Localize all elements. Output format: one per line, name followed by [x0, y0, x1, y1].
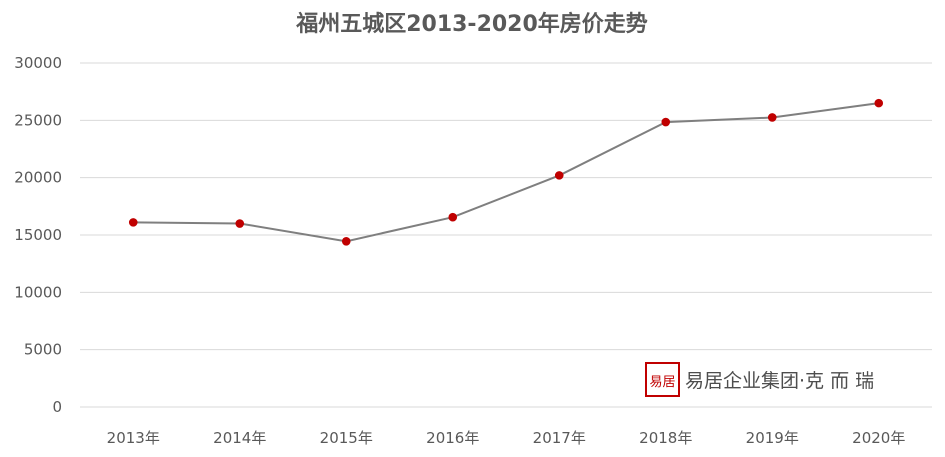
data-point — [235, 219, 245, 228]
watermark-text: 易居企业集团·克 而 瑞 — [685, 370, 874, 392]
chart-title: 福州五城区2013-2020年房价走势 — [295, 11, 648, 37]
y-tick-label: 25000 — [14, 111, 62, 129]
watermark: 易居 易居企业集团·克 而 瑞 — [645, 362, 874, 397]
y-tick-label: 15000 — [14, 226, 62, 244]
y-tick-label: 30000 — [14, 54, 62, 72]
data-point — [554, 171, 564, 180]
y-tick-label: 5000 — [24, 341, 62, 359]
x-tick-label: 2016年 — [426, 429, 479, 447]
series-line — [133, 102, 879, 243]
x-tick-label: 2014年 — [213, 429, 266, 447]
svg-text:易居: 易居 — [649, 375, 675, 390]
data-point — [767, 113, 777, 122]
x-tick-label: 2018年 — [639, 429, 692, 447]
data-point — [341, 237, 351, 246]
y-tick-label: 10000 — [14, 283, 62, 301]
y-tick-label: 20000 — [14, 169, 62, 187]
y-axis-ticks: 0 5000 10000 15000 20000 25000 30000 — [14, 54, 62, 416]
x-tick-label: 2013年 — [107, 429, 160, 447]
data-markers — [128, 98, 884, 246]
x-tick-label: 2020年 — [852, 429, 905, 447]
x-axis-ticks: 2013年 2014年 2015年 2016年 2017年 2018年 2019年 2020年 — [107, 429, 906, 447]
y-tick-label: 0 — [52, 398, 62, 416]
data-point — [661, 117, 671, 127]
x-tick-label: 2015年 — [320, 429, 373, 447]
gridlines — [80, 62, 932, 408]
data-point — [128, 218, 138, 227]
x-tick-label: 2017年 — [533, 429, 586, 447]
data-point — [448, 212, 458, 222]
x-tick-label: 2019年 — [746, 429, 799, 447]
data-point — [874, 98, 884, 108]
yiju-seal-logo: 易居 — [645, 362, 680, 397]
